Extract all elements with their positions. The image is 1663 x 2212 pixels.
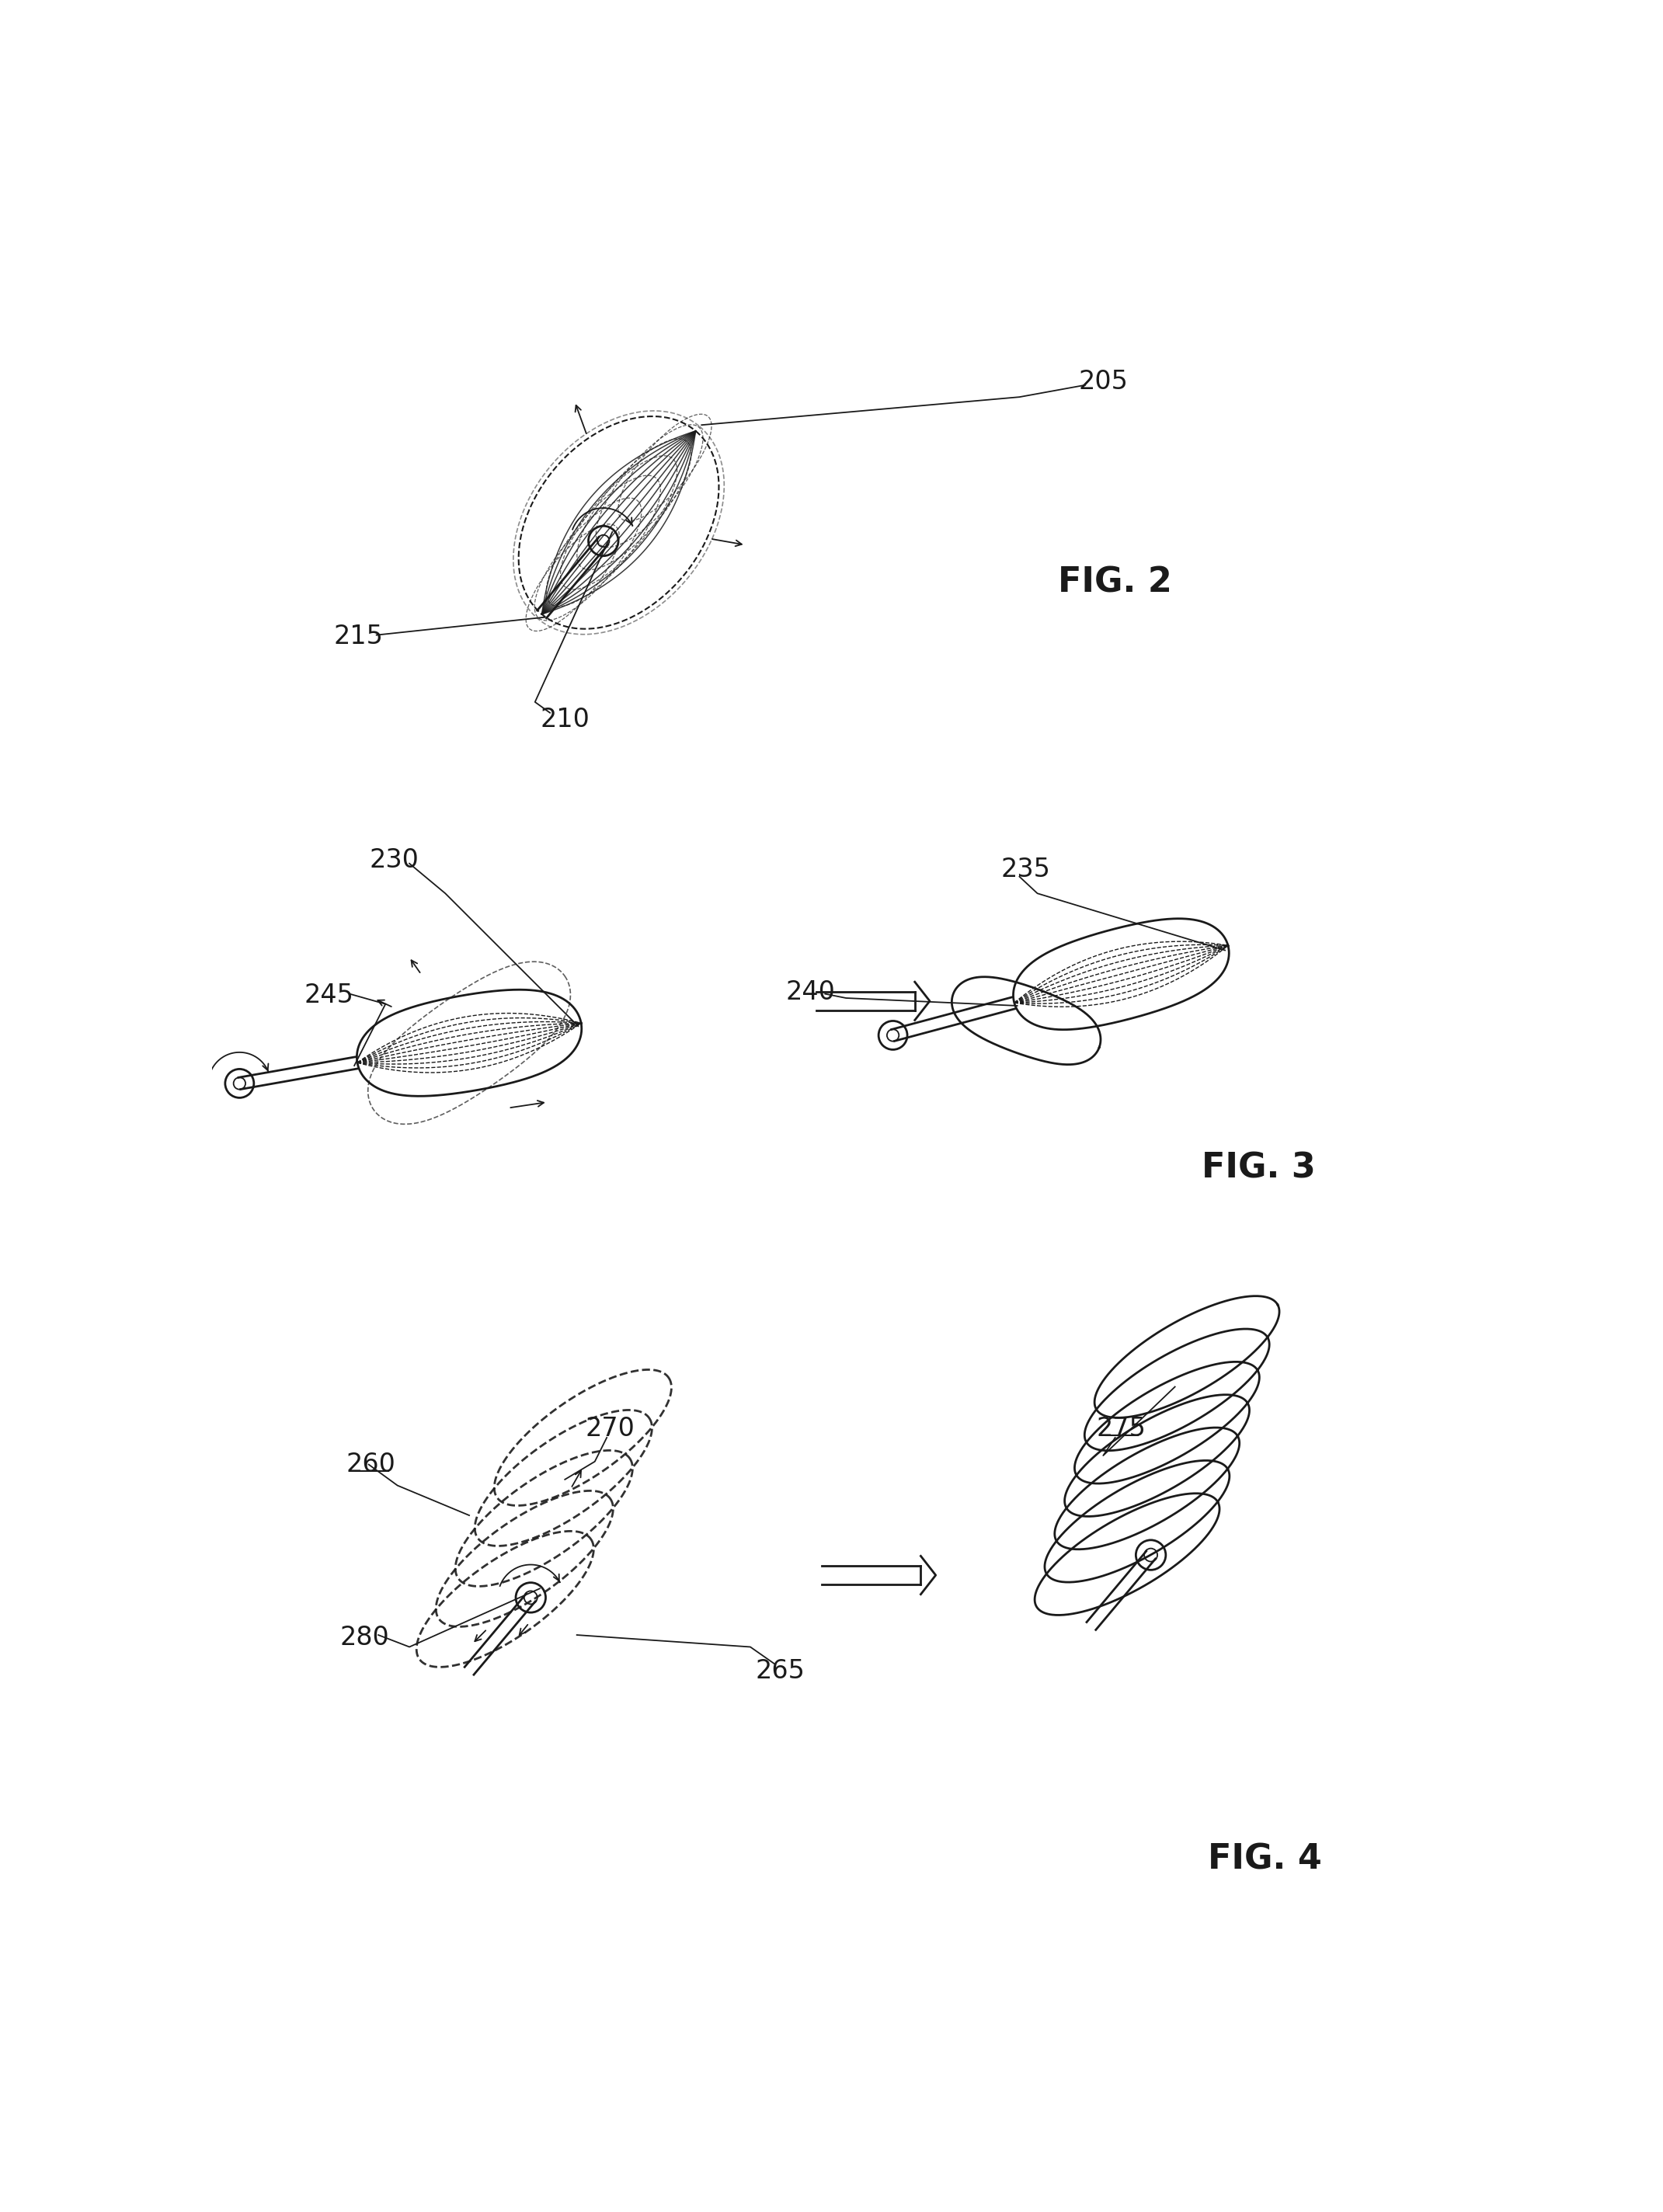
Text: 235: 235 (1001, 856, 1051, 883)
Text: 245: 245 (304, 982, 354, 1009)
Text: FIG. 2: FIG. 2 (1058, 566, 1172, 599)
Text: 210: 210 (540, 708, 590, 732)
Text: 215: 215 (334, 624, 384, 648)
Text: 275: 275 (1096, 1416, 1146, 1442)
Text: FIG. 4: FIG. 4 (1207, 1843, 1322, 1876)
Text: 265: 265 (755, 1659, 805, 1683)
Text: FIG. 3: FIG. 3 (1202, 1152, 1315, 1186)
Text: 280: 280 (339, 1626, 389, 1650)
Text: 205: 205 (1078, 369, 1128, 396)
Text: 270: 270 (585, 1416, 635, 1442)
Text: 230: 230 (369, 847, 419, 874)
Text: 260: 260 (346, 1451, 396, 1478)
Text: 240: 240 (785, 980, 835, 1004)
